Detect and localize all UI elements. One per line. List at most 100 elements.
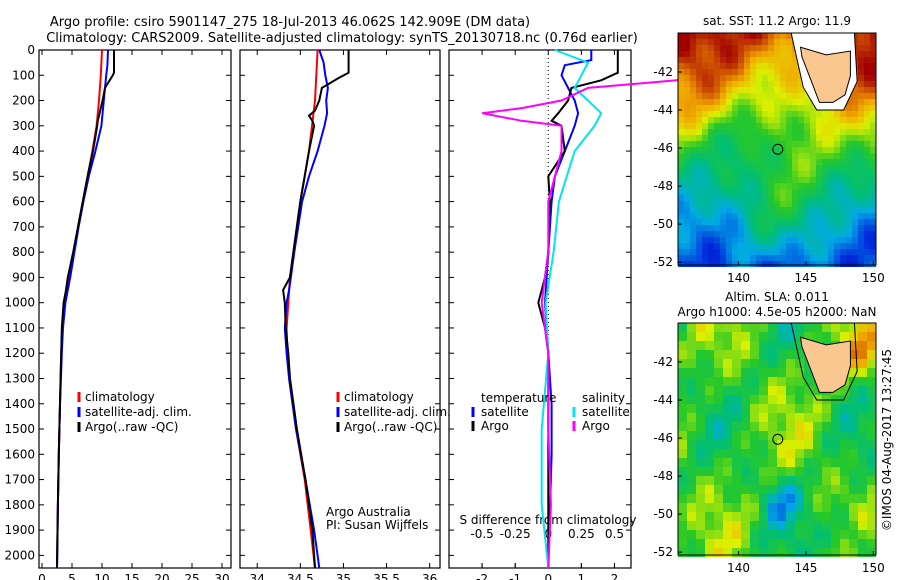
heatmap-cell xyxy=(759,368,768,377)
heatmap-cell xyxy=(795,512,804,521)
heatmap-cell xyxy=(867,503,876,512)
heatmap-cell xyxy=(696,431,705,440)
heatmap-cell xyxy=(678,261,684,267)
heatmap-cell xyxy=(810,201,816,207)
heatmap-cell xyxy=(690,249,696,255)
heatmap-cell xyxy=(714,255,720,261)
heatmap-cell xyxy=(714,530,723,539)
heatmap-cell xyxy=(822,213,828,219)
pi-annotation: Argo Australia xyxy=(326,505,411,519)
heatmap-cell xyxy=(678,494,687,503)
heatmap-cell xyxy=(858,141,864,147)
heatmap-cell xyxy=(846,171,852,177)
heatmap-cell xyxy=(684,129,690,135)
heatmap-cell xyxy=(780,129,786,135)
heatmap-cell xyxy=(786,141,792,147)
x-tick-label: 30 xyxy=(214,572,229,580)
heatmap-cell xyxy=(858,359,867,368)
heatmap-cell xyxy=(810,255,816,261)
heatmap-cell xyxy=(720,201,726,207)
heatmap-cell xyxy=(696,350,705,359)
heatmap-cell xyxy=(720,87,726,93)
heatmap-cell xyxy=(774,111,780,117)
heatmap-cell xyxy=(705,386,714,395)
heatmap-cell xyxy=(720,165,726,171)
heatmap-cell xyxy=(702,159,708,165)
heatmap-cell xyxy=(864,99,870,105)
heatmap-cell xyxy=(702,177,708,183)
heatmap-cell xyxy=(828,183,834,189)
heatmap-cell xyxy=(858,63,864,69)
heatmap-cell xyxy=(852,183,858,189)
heatmap-cell xyxy=(798,249,804,255)
heatmap-cell xyxy=(768,503,777,512)
heatmap-cell xyxy=(804,237,810,243)
heatmap-cell xyxy=(798,177,804,183)
heatmap-cell xyxy=(714,69,720,75)
heatmap-cell xyxy=(738,135,744,141)
heatmap-cell xyxy=(804,225,810,231)
x-tick-label: 34 xyxy=(250,572,265,580)
heatmap-cell xyxy=(846,243,852,249)
heatmap-cell xyxy=(840,449,849,458)
heatmap-cell xyxy=(720,189,726,195)
heatmap-cell xyxy=(780,183,786,189)
heatmap-cell xyxy=(804,105,810,111)
heatmap-cell xyxy=(762,123,768,129)
heatmap-cell xyxy=(852,231,858,237)
heatmap-cell xyxy=(714,177,720,183)
heatmap-cell xyxy=(732,261,738,267)
heatmap-cell xyxy=(777,449,786,458)
heatmap-cell xyxy=(708,93,714,99)
heatmap-cell xyxy=(684,141,690,147)
heatmap-cell xyxy=(684,135,690,141)
heatmap-cell xyxy=(786,33,792,39)
heatmap-cell xyxy=(816,171,822,177)
heatmap-cell xyxy=(792,87,798,93)
heatmap-cell xyxy=(750,219,756,225)
heatmap-cell xyxy=(828,141,834,147)
heatmap-cell xyxy=(786,75,792,81)
heatmap-cell xyxy=(768,386,777,395)
heatmap-cell xyxy=(723,503,732,512)
heatmap-cell xyxy=(846,117,852,123)
heatmap-cell xyxy=(858,231,864,237)
heatmap-cell xyxy=(750,111,756,117)
heatmap-cell xyxy=(690,195,696,201)
heatmap-cell xyxy=(834,249,840,255)
heatmap-cell xyxy=(768,467,777,476)
heatmap-cell xyxy=(684,57,690,63)
heatmap-cell xyxy=(756,33,762,39)
heatmap-cell xyxy=(870,165,876,171)
heatmap-cell xyxy=(804,243,810,249)
heatmap-cell xyxy=(852,99,858,105)
heatmap-cell xyxy=(849,548,858,557)
heatmap-cell xyxy=(684,33,690,39)
heatmap-cell xyxy=(756,243,762,249)
heatmap-cell xyxy=(708,213,714,219)
heatmap-cell xyxy=(804,147,810,153)
heatmap-cell xyxy=(690,63,696,69)
heatmap-cell xyxy=(786,431,795,440)
heatmap-cell xyxy=(762,231,768,237)
heatmap-cell xyxy=(684,111,690,117)
heatmap-cell xyxy=(726,261,732,267)
heatmap-cell xyxy=(786,521,795,530)
heatmap-cell xyxy=(768,512,777,521)
heatmap-cell xyxy=(762,63,768,69)
heatmap-cell xyxy=(786,153,792,159)
x2-tick-label: -0.25 xyxy=(500,527,531,541)
heatmap-cell xyxy=(870,75,876,81)
heatmap-cell xyxy=(840,123,846,129)
heatmap-cell xyxy=(768,485,777,494)
heatmap-cell xyxy=(846,183,852,189)
heatmap-cell xyxy=(702,183,708,189)
heatmap-cell xyxy=(840,431,849,440)
heatmap-cell xyxy=(828,189,834,195)
x-tick-label: 145 xyxy=(795,561,818,575)
heatmap-cell xyxy=(756,135,762,141)
heatmap-cell xyxy=(795,539,804,548)
heatmap-cell xyxy=(732,69,738,75)
heatmap-cell xyxy=(777,539,786,548)
